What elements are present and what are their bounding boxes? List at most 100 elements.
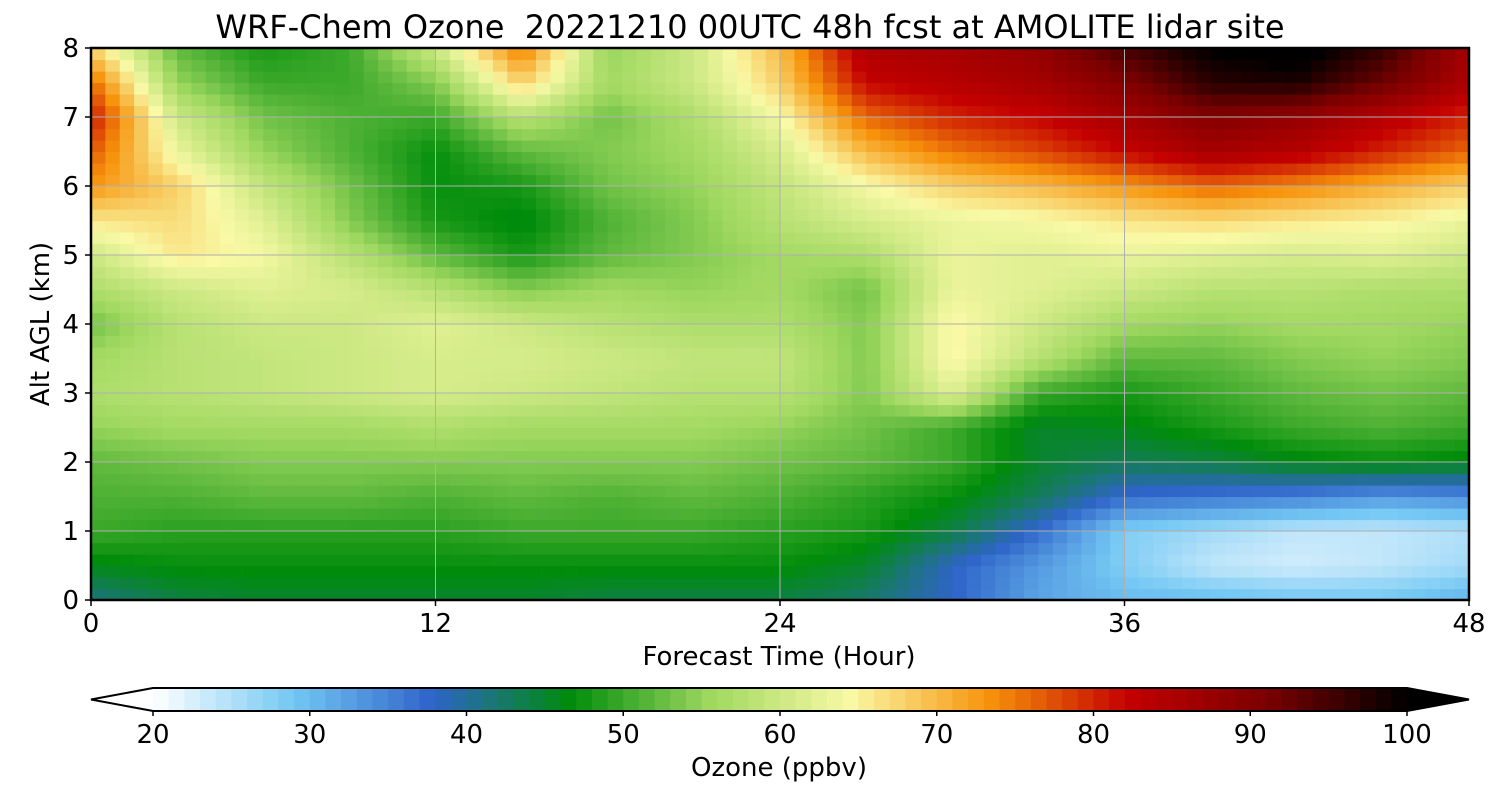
heatmap-cell xyxy=(579,151,594,164)
heatmap-cell xyxy=(1440,94,1456,107)
heatmap-cell xyxy=(507,301,523,314)
heatmap-cell xyxy=(1325,554,1341,567)
heatmap-cell xyxy=(378,163,394,176)
heatmap-cell xyxy=(866,186,882,199)
heatmap-cell xyxy=(1052,416,1068,429)
heatmap-cell xyxy=(234,324,250,337)
heatmap-cell xyxy=(980,105,996,118)
heatmap-cell xyxy=(1167,565,1183,578)
heatmap-cell xyxy=(650,301,666,314)
heatmap-cell xyxy=(980,48,996,61)
heatmap-cell xyxy=(1009,82,1025,95)
heatmap-cell xyxy=(693,197,709,210)
heatmap-cell xyxy=(808,358,824,371)
heatmap-cell xyxy=(622,370,638,383)
heatmap-cell xyxy=(134,82,150,95)
heatmap-cell xyxy=(349,347,365,360)
heatmap-cell xyxy=(579,508,594,521)
heatmap-cell xyxy=(1368,174,1384,187)
heatmap-cell xyxy=(291,588,307,600)
heatmap-cell xyxy=(1397,48,1413,61)
heatmap-cell xyxy=(751,105,767,118)
heatmap-cell xyxy=(1138,266,1154,279)
heatmap-cell xyxy=(1138,117,1154,130)
heatmap-cell xyxy=(320,358,336,371)
heatmap-cell xyxy=(607,416,623,429)
heatmap-cell xyxy=(105,577,121,590)
heatmap-cell xyxy=(1311,255,1327,268)
heatmap-cell xyxy=(449,404,465,417)
heatmap-cell xyxy=(1411,71,1427,84)
heatmap-cell xyxy=(1325,151,1341,164)
heatmap-cell xyxy=(1325,59,1341,72)
heatmap-cell xyxy=(679,427,695,440)
heatmap-cell xyxy=(693,278,709,291)
heatmap-cell xyxy=(980,151,996,164)
heatmap-cell xyxy=(837,289,853,302)
heatmap-cell xyxy=(866,393,882,406)
heatmap-cell xyxy=(851,117,867,130)
heatmap-cell xyxy=(1038,370,1054,383)
heatmap-cell xyxy=(306,94,322,107)
heatmap-cell xyxy=(693,243,709,256)
heatmap-cell xyxy=(765,128,781,141)
heatmap-cell xyxy=(335,48,350,61)
heatmap-cell xyxy=(421,140,437,153)
heatmap-cell xyxy=(1382,427,1398,440)
heatmap-cell xyxy=(650,312,666,325)
heatmap-cell xyxy=(980,163,996,176)
colorbar-swatch xyxy=(419,688,436,711)
heatmap-cell xyxy=(363,416,379,429)
heatmap-cell xyxy=(980,209,996,222)
heatmap-cell xyxy=(1253,439,1269,452)
heatmap-cell xyxy=(220,232,236,245)
heatmap-cell xyxy=(1325,94,1341,107)
heatmap-cell xyxy=(823,312,839,325)
heatmap-cell xyxy=(579,324,594,337)
heatmap-cell xyxy=(995,289,1011,302)
heatmap-cell xyxy=(162,347,178,360)
heatmap-cell xyxy=(148,117,164,130)
heatmap-cell xyxy=(1239,554,1255,567)
heatmap-cell xyxy=(134,404,150,417)
heatmap-cell xyxy=(765,427,781,440)
heatmap-cell xyxy=(579,370,594,383)
heatmap-cell xyxy=(1397,439,1413,452)
heatmap-cell xyxy=(866,565,882,578)
heatmap-cell xyxy=(1282,416,1298,429)
heatmap-cell xyxy=(1368,255,1384,268)
heatmap-cell xyxy=(607,554,623,567)
heatmap-cell xyxy=(320,496,336,509)
heatmap-cell xyxy=(679,197,695,210)
heatmap-cell xyxy=(105,48,121,61)
heatmap-cell xyxy=(478,151,494,164)
heatmap-cell xyxy=(636,71,652,84)
heatmap-cell xyxy=(708,554,724,567)
heatmap-cell xyxy=(751,519,767,532)
heatmap-cell xyxy=(1009,59,1025,72)
heatmap-cell xyxy=(579,220,594,233)
heatmap-cell xyxy=(349,588,365,600)
heatmap-cell xyxy=(736,117,752,130)
heatmap-cell xyxy=(851,508,867,521)
heatmap-cell xyxy=(995,531,1011,544)
heatmap-cell xyxy=(1325,370,1341,383)
heatmap-cell xyxy=(880,48,896,61)
heatmap-cell xyxy=(421,278,437,291)
heatmap-cell xyxy=(291,278,307,291)
heatmap-cell xyxy=(1239,140,1255,153)
heatmap-cell xyxy=(1052,232,1068,245)
heatmap-cell xyxy=(837,151,853,164)
heatmap-cell xyxy=(966,416,982,429)
heatmap-cell xyxy=(435,220,451,233)
heatmap-cell xyxy=(1052,324,1068,337)
heatmap-cell xyxy=(636,312,652,325)
heatmap-cell xyxy=(435,439,451,452)
heatmap-cell xyxy=(1354,358,1370,371)
heatmap-cell xyxy=(980,278,996,291)
heatmap-cell xyxy=(1440,232,1456,245)
heatmap-cell xyxy=(1052,128,1068,141)
heatmap-cell xyxy=(1311,163,1327,176)
heatmap-cell xyxy=(406,163,422,176)
heatmap-cell xyxy=(406,48,422,61)
